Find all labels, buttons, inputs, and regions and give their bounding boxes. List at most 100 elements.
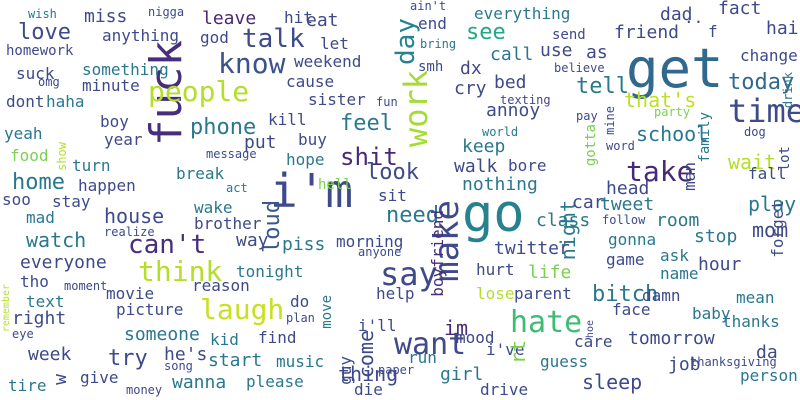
- word-188: eye: [12, 327, 34, 341]
- word-76: hurt: [476, 260, 515, 279]
- word-158: ain't: [410, 0, 447, 13]
- word-144: let: [320, 34, 349, 53]
- word-178: omg: [38, 75, 60, 89]
- word-117: tire: [8, 376, 47, 395]
- word-190: anyone: [358, 245, 402, 259]
- word-112: please: [246, 372, 304, 391]
- word-109: find: [258, 328, 297, 347]
- word-126: break: [176, 164, 225, 183]
- word-167: gotta: [583, 124, 599, 167]
- word-88: person: [740, 366, 798, 385]
- word-42: love: [18, 20, 71, 45]
- word-103: morning: [336, 232, 404, 251]
- word-105: tonight: [236, 262, 304, 281]
- word-150: buy: [298, 130, 327, 149]
- word-116: give: [80, 368, 119, 387]
- word-75: life: [528, 262, 572, 283]
- word-14: can't: [128, 230, 207, 260]
- word-124: wake: [194, 198, 233, 217]
- word-6: time: [728, 92, 800, 130]
- word-186: remember: [1, 284, 12, 333]
- word-164: party: [654, 105, 691, 119]
- word-145: weekend: [294, 52, 362, 71]
- word-182: follow: [602, 213, 646, 227]
- word-143: eat: [306, 10, 339, 31]
- word-78: ask: [660, 246, 689, 265]
- word-86: job: [668, 354, 701, 375]
- word-183: realize: [104, 225, 155, 239]
- word-165: dog: [744, 125, 766, 139]
- word-64: walk: [454, 156, 498, 177]
- word-28: tell: [576, 74, 629, 99]
- word-114: he's: [164, 344, 208, 365]
- word-187: moment: [64, 279, 108, 293]
- word-4: know: [218, 47, 286, 80]
- word-69: car: [572, 192, 605, 213]
- word-122: movie: [106, 284, 155, 303]
- word-137: something: [82, 60, 169, 79]
- word-107: reason: [192, 276, 250, 295]
- word-172: forget: [768, 200, 787, 258]
- word-134: minute: [82, 76, 140, 95]
- word-46: someone: [124, 324, 200, 345]
- word-197: rt: [506, 340, 530, 365]
- word-73: stop: [694, 226, 738, 247]
- word-139: god: [200, 28, 229, 47]
- word-44: everyone: [20, 252, 107, 273]
- word-193: money: [126, 383, 163, 397]
- word-83: face: [612, 300, 651, 319]
- word-138: anything: [102, 26, 180, 45]
- word-154: end: [418, 14, 447, 33]
- word-170: fall: [748, 164, 787, 183]
- word-151: hope: [286, 150, 325, 169]
- word-125: brother: [194, 214, 262, 233]
- word-80: name: [660, 264, 699, 283]
- word-56: call: [490, 44, 534, 65]
- word-20: look: [366, 160, 419, 185]
- word-121: tho: [20, 272, 49, 291]
- word-5: people: [148, 75, 250, 108]
- word-171: lot: [777, 146, 793, 172]
- word-153: sit: [378, 186, 407, 205]
- word-94: mood: [456, 328, 495, 347]
- word-57: use: [540, 40, 573, 61]
- word-101: guy: [336, 356, 355, 385]
- word-77: game: [606, 250, 645, 269]
- word-30: that's: [624, 88, 697, 112]
- word-149: put: [244, 132, 277, 153]
- word-84: baby: [692, 304, 731, 323]
- word-43: mom: [752, 218, 789, 242]
- word-161: world: [482, 125, 519, 139]
- word-195: hoe: [585, 320, 596, 339]
- word-133: boy: [100, 112, 129, 131]
- word-40: house: [104, 204, 165, 228]
- word-159: believe: [554, 61, 605, 75]
- word-176: wish: [28, 7, 57, 21]
- word-81: damn: [642, 286, 681, 305]
- word-166: word: [606, 139, 635, 153]
- word-29: boyfriend: [428, 210, 447, 297]
- word-48: leave: [202, 8, 257, 29]
- word-19: shit: [340, 143, 398, 171]
- word-113: wanna: [172, 372, 227, 393]
- word-130: food: [10, 146, 49, 165]
- word-97: help: [376, 284, 415, 303]
- word-15: take: [626, 155, 694, 188]
- word-21: need: [386, 203, 439, 228]
- word-89: guess: [540, 352, 589, 371]
- word-55: everything: [474, 4, 571, 23]
- word-16: day: [391, 18, 421, 65]
- word-79: hour: [698, 254, 742, 275]
- word-140: homework: [6, 43, 74, 59]
- word-136: dont: [6, 92, 45, 111]
- word-2: go: [462, 184, 525, 244]
- word-184: mad: [26, 208, 55, 227]
- word-24: phone: [190, 115, 257, 140]
- word-180: message: [206, 147, 257, 161]
- word-175: ..: [684, 8, 704, 27]
- word-156: smh: [418, 59, 444, 75]
- word-54: miss: [84, 6, 128, 27]
- word-11: laugh: [200, 293, 285, 326]
- word-10: think: [138, 255, 223, 288]
